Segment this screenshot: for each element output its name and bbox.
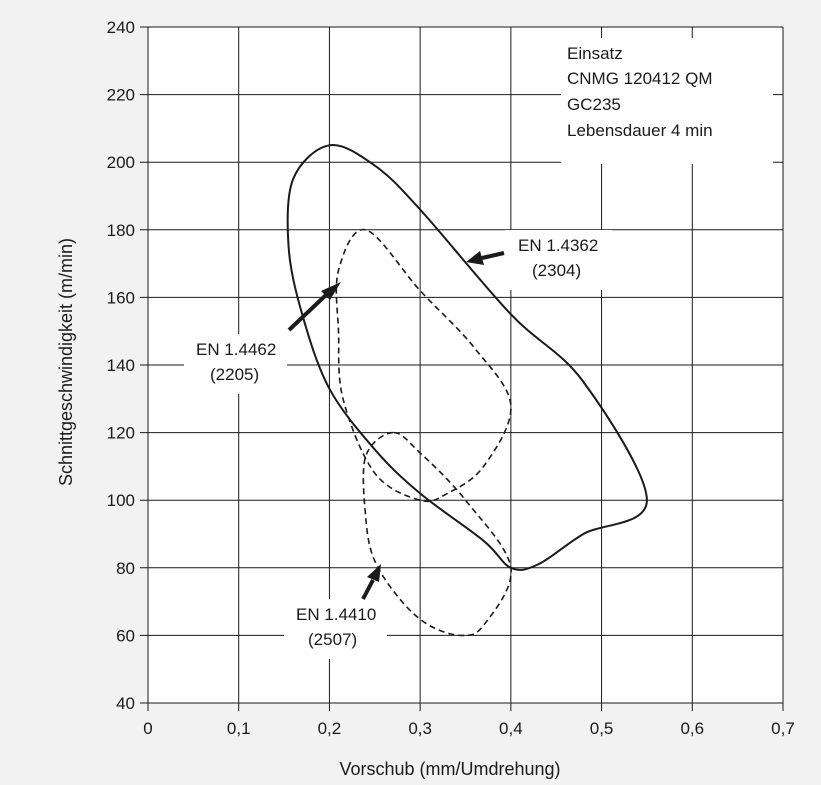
label-bg-4410: [284, 599, 387, 659]
arrow-en-1-4410: [361, 564, 381, 600]
info-line-1: Einsatz: [567, 44, 623, 63]
y-tick-label: 60: [116, 626, 135, 645]
x-tick-label: 0,1: [227, 719, 251, 738]
y-tick-labels: 40 60 80 100 120 140 160 180 200 220 240: [107, 18, 135, 713]
y-tick-label: 100: [107, 491, 135, 510]
series-line-en-1-4462: [335, 228, 512, 503]
x-tick-label: 0,3: [408, 719, 432, 738]
label-en-1-4410: EN 1.4410: [296, 605, 376, 624]
label-en-1-4362: EN 1.4362: [518, 236, 598, 255]
label-2304: (2304): [532, 261, 581, 280]
x-tick-labels: 0 0,1 0,2 0,3 0,4 0,5 0,6 0,7: [143, 719, 795, 738]
y-tick-label: 80: [116, 559, 135, 578]
label-2205: (2205): [210, 365, 259, 384]
x-tick-label: 0,7: [771, 719, 795, 738]
arrow-en-1-4362: [466, 251, 505, 265]
label-bg-4362: [505, 230, 612, 290]
arrow-en-1-4462: [287, 282, 341, 332]
x-tick-label: 0,6: [680, 719, 704, 738]
y-tick-label: 180: [107, 221, 135, 240]
series-line-en-1-4362: [286, 144, 648, 571]
y-tick-label: 120: [107, 424, 135, 443]
y-tick-label: 200: [107, 153, 135, 172]
x-axis-label: Vorschub (mm/Umdrehung): [339, 759, 560, 779]
y-tick-label: 140: [107, 356, 135, 375]
y-tick-label: 40: [116, 694, 135, 713]
x-tick-label: 0,5: [590, 719, 614, 738]
info-box-background: [561, 38, 773, 164]
series-line-en-1-4410: [362, 431, 512, 637]
label-en-1-4462: EN 1.4462: [196, 340, 276, 359]
label-2507: (2507): [308, 630, 357, 649]
y-tick-label: 160: [107, 288, 135, 307]
info-line-2: CNMG 120412 QM: [567, 69, 713, 88]
y-tick-label: 240: [107, 18, 135, 37]
x-tick-label: 0: [143, 719, 152, 738]
y-axis-label: Schnittgeschwindigkeit (m/min): [56, 238, 76, 486]
info-line-4: Lebensdauer 4 min: [567, 121, 713, 140]
label-bg-4462: [184, 334, 287, 394]
x-tick-label: 0,2: [318, 719, 342, 738]
x-tick-label: 0,4: [499, 719, 523, 738]
info-line-3: GC235: [567, 95, 621, 114]
y-tick-label: 220: [107, 86, 135, 105]
